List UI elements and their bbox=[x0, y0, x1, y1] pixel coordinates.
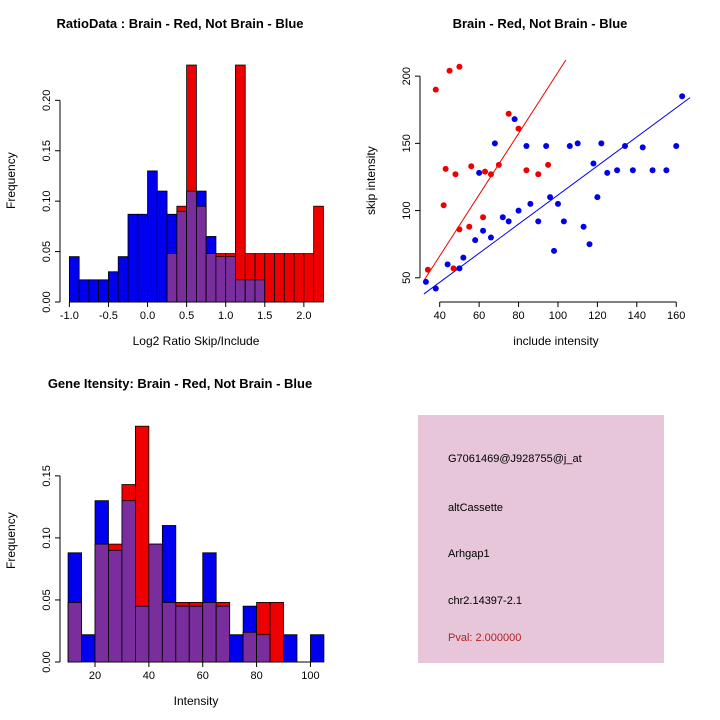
svg-text:1.0: 1.0 bbox=[218, 310, 233, 322]
x-axis-label: include intensity bbox=[513, 334, 599, 348]
svg-text:150: 150 bbox=[401, 134, 413, 152]
panel-gene-intensity-histogram: Gene Itensity: Brain - Red, Not Brain - … bbox=[0, 360, 360, 720]
gene-intensity-histogram-plot: 20 40 60 80 100 0.00 0.05 0.10 0.15 bbox=[41, 425, 325, 682]
svg-text:60: 60 bbox=[473, 310, 485, 322]
svg-text:0.05: 0.05 bbox=[41, 241, 53, 262]
svg-text:120: 120 bbox=[588, 310, 606, 322]
svg-text:100: 100 bbox=[549, 310, 567, 322]
panel-ratio-histogram: RatioData : Brain - Red, Not Brain - Blu… bbox=[0, 0, 360, 360]
chart-title: Brain - Red, Not Brain - Blue bbox=[452, 16, 628, 31]
x-axis-label: Log2 Ratio Skip/Include bbox=[132, 334, 260, 348]
svg-text:0.00: 0.00 bbox=[41, 291, 53, 312]
svg-text:2.0: 2.0 bbox=[296, 310, 311, 322]
chart-title: RatioData : Brain - Red, Not Brain - Blu… bbox=[56, 16, 304, 31]
ratio-histogram-plot: -1.0 -0.5 0.0 0.5 1.0 1.5 2.0 0.00 0.05 0.10 0.15 0… bbox=[41, 64, 324, 322]
svg-text:1.5: 1.5 bbox=[257, 310, 272, 322]
svg-text:0.05: 0.05 bbox=[41, 589, 53, 610]
panel-gene-info: G7061469@J928755@j_at altCassette Arhgap… bbox=[360, 360, 720, 720]
svg-text:80: 80 bbox=[512, 310, 524, 322]
svg-text:-0.5: -0.5 bbox=[99, 310, 118, 322]
svg-text:200: 200 bbox=[401, 67, 413, 85]
svg-text:60: 60 bbox=[197, 670, 209, 682]
event-type-text: altCassette bbox=[448, 502, 504, 514]
x-axis-label: Intensity bbox=[173, 694, 219, 708]
svg-text:0.5: 0.5 bbox=[179, 310, 194, 322]
svg-text:0.15: 0.15 bbox=[41, 140, 53, 161]
panel-intensity-scatter: Brain - Red, Not Brain - Blue skip inten… bbox=[360, 0, 720, 360]
svg-text:100: 100 bbox=[401, 201, 413, 219]
pval-text: Pval: 2.000000 bbox=[448, 632, 522, 644]
locus-text: chr2.14397-2.1 bbox=[448, 595, 522, 607]
chart-title: Gene Itensity: Brain - Red, Not Brain - … bbox=[47, 376, 313, 391]
svg-text:0.15: 0.15 bbox=[41, 465, 53, 486]
intensity-scatter-plot: 40 60 80 100 120 140 160 50 100 150 200 bbox=[401, 59, 691, 322]
svg-text:20: 20 bbox=[89, 670, 101, 682]
svg-text:80: 80 bbox=[250, 670, 262, 682]
svg-text:-1.0: -1.0 bbox=[60, 310, 79, 322]
gene-name-text: Arhgap1 bbox=[448, 548, 490, 560]
svg-text:0.10: 0.10 bbox=[41, 527, 53, 548]
svg-text:160: 160 bbox=[667, 310, 685, 322]
svg-text:0.10: 0.10 bbox=[41, 190, 53, 211]
svg-text:100: 100 bbox=[301, 670, 319, 682]
probe-id-text: G7061469@J928755@j_at bbox=[448, 453, 582, 465]
svg-text:0.20: 0.20 bbox=[41, 90, 53, 111]
svg-text:40: 40 bbox=[434, 310, 446, 322]
svg-text:40: 40 bbox=[143, 670, 155, 682]
svg-text:0.0: 0.0 bbox=[140, 310, 155, 322]
svg-text:50: 50 bbox=[401, 272, 413, 284]
gene-info-box: G7061469@J928755@j_at altCassette Arhgap… bbox=[418, 415, 664, 663]
svg-text:140: 140 bbox=[628, 310, 646, 322]
svg-text:0.00: 0.00 bbox=[41, 651, 53, 672]
